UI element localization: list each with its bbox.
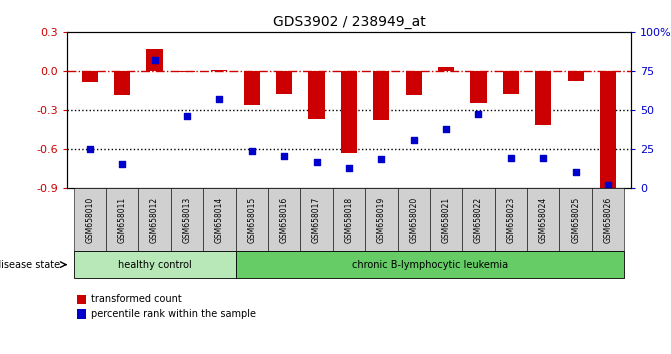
Bar [503, 71, 519, 94]
Point [603, 182, 613, 188]
Point [149, 58, 160, 63]
Text: GSM658023: GSM658023 [507, 196, 515, 242]
Text: GSM658025: GSM658025 [571, 196, 580, 242]
Point [85, 146, 95, 152]
Text: GSM658013: GSM658013 [183, 196, 191, 242]
Text: GSM658012: GSM658012 [150, 196, 159, 242]
Text: GSM658017: GSM658017 [312, 196, 321, 242]
Bar [438, 67, 454, 71]
Text: GSM658021: GSM658021 [442, 196, 451, 242]
Text: GSM658019: GSM658019 [377, 196, 386, 242]
Point [505, 155, 516, 161]
Text: healthy control: healthy control [117, 259, 191, 270]
Point [570, 169, 581, 175]
Text: transformed count: transformed count [91, 295, 182, 304]
Bar [568, 71, 584, 81]
Text: GSM658020: GSM658020 [409, 196, 418, 242]
Bar [276, 71, 293, 94]
Point [182, 113, 193, 119]
Bar [179, 71, 195, 72]
Bar [211, 69, 227, 71]
Point [117, 161, 127, 167]
Text: disease state: disease state [0, 259, 60, 270]
Point [409, 137, 419, 142]
Point [311, 159, 322, 165]
Bar [341, 71, 357, 153]
Point [344, 165, 354, 171]
Bar [146, 49, 162, 71]
Text: percentile rank within the sample: percentile rank within the sample [91, 309, 256, 319]
Title: GDS3902 / 238949_at: GDS3902 / 238949_at [272, 16, 425, 29]
Text: GSM658026: GSM658026 [604, 196, 613, 242]
Point [214, 97, 225, 102]
Bar [244, 71, 260, 104]
Text: chronic B-lymphocytic leukemia: chronic B-lymphocytic leukemia [352, 259, 508, 270]
Point [278, 154, 289, 159]
Point [441, 126, 452, 132]
Text: GSM658011: GSM658011 [117, 196, 127, 242]
Text: GSM658022: GSM658022 [474, 196, 483, 242]
Point [473, 111, 484, 116]
Point [376, 156, 386, 162]
Bar [600, 71, 616, 188]
Point [538, 155, 549, 161]
Text: GSM658010: GSM658010 [85, 196, 94, 242]
Bar [470, 71, 486, 103]
Bar [309, 71, 325, 119]
Bar [535, 71, 552, 125]
Text: GSM658018: GSM658018 [344, 196, 354, 242]
Bar [405, 71, 422, 96]
Text: GSM658016: GSM658016 [280, 196, 289, 242]
Text: GSM658024: GSM658024 [539, 196, 548, 242]
Bar [114, 71, 130, 96]
Bar [82, 71, 98, 82]
Text: GSM658015: GSM658015 [247, 196, 256, 242]
Point [246, 148, 257, 154]
Bar [373, 71, 389, 120]
Text: GSM658014: GSM658014 [215, 196, 224, 242]
